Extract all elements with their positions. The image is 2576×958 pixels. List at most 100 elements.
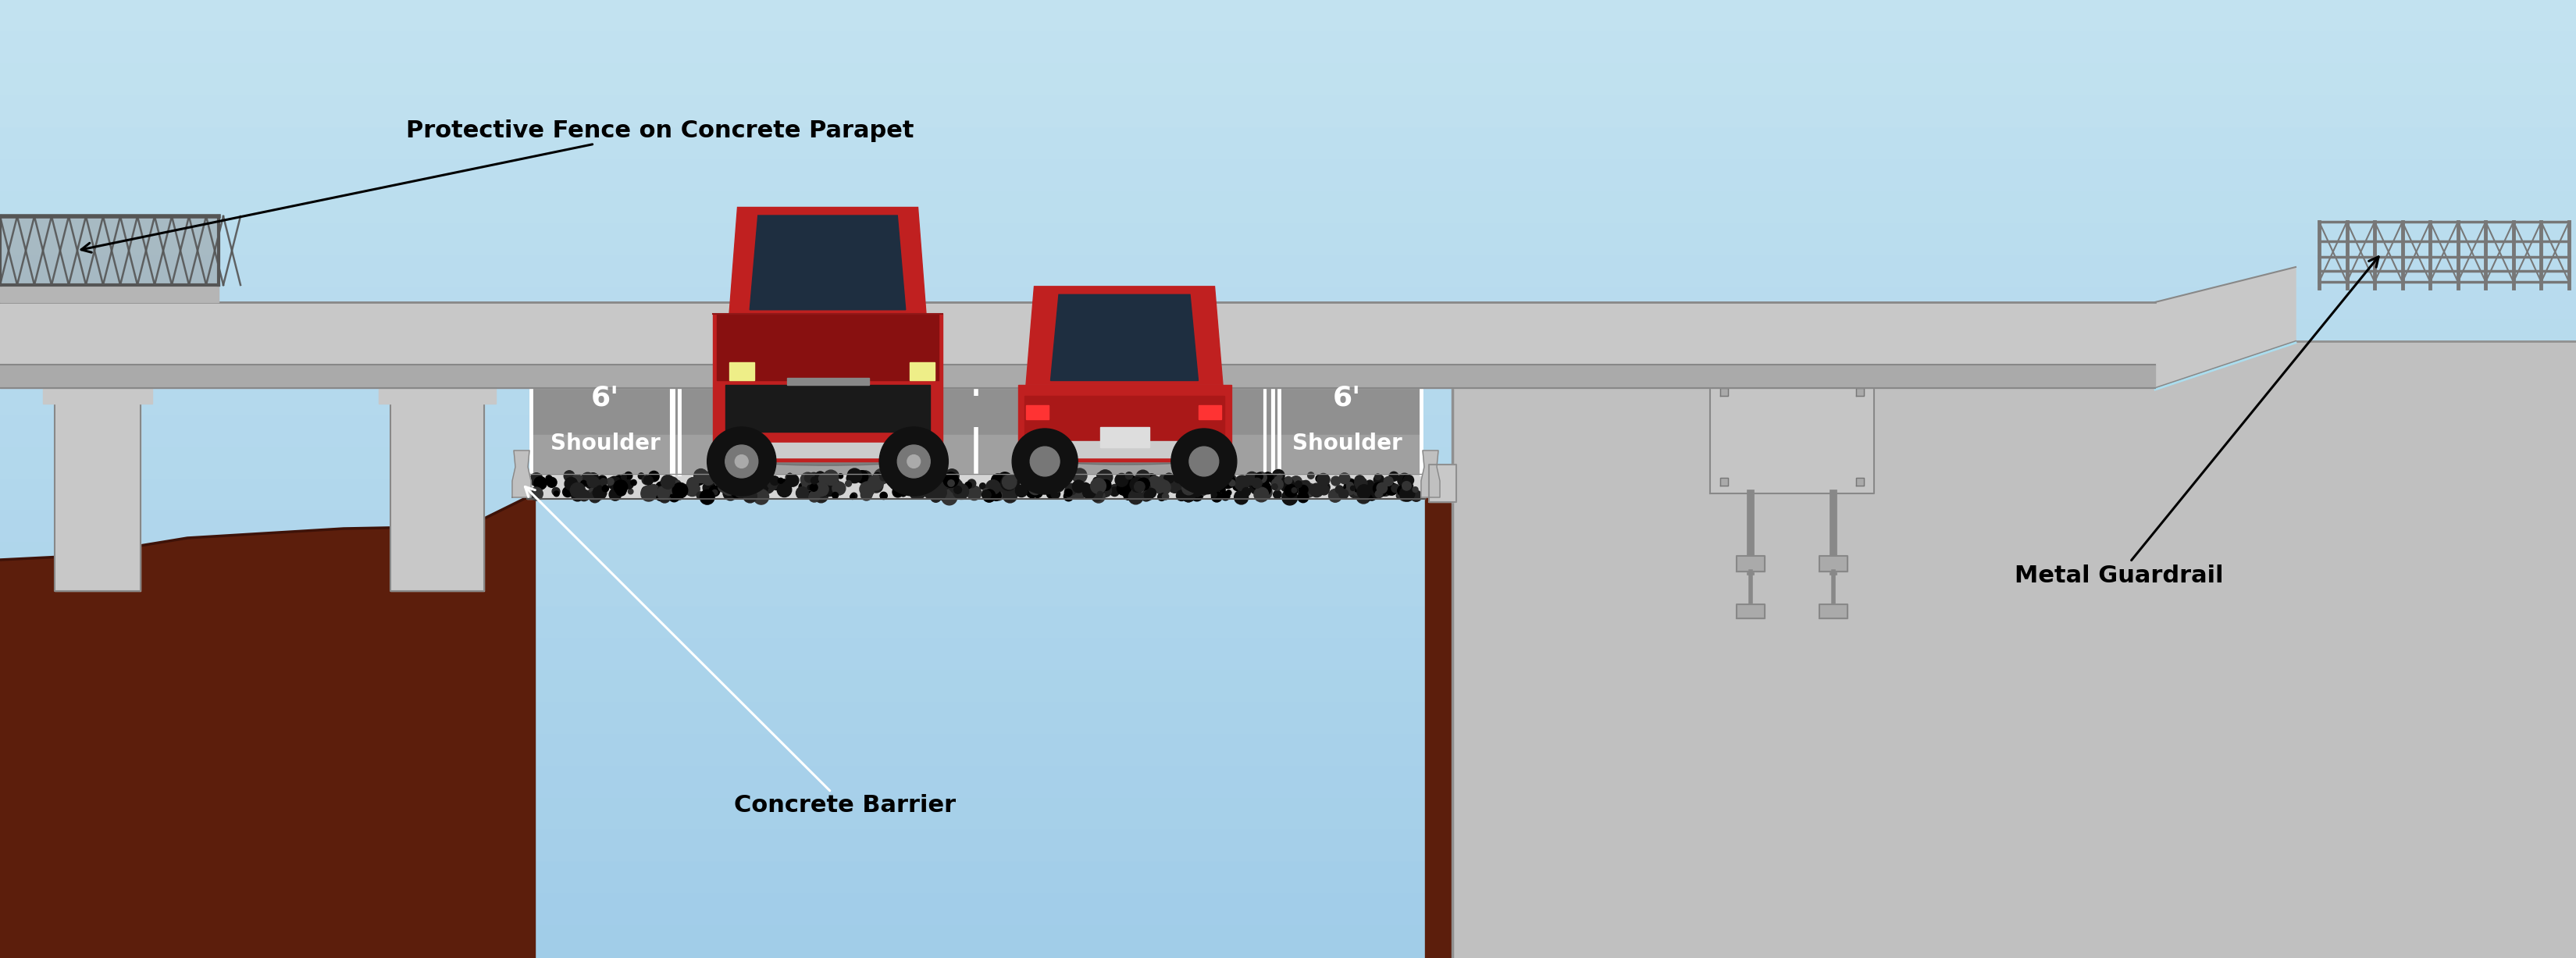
Circle shape (1157, 480, 1170, 495)
Circle shape (1033, 471, 1046, 484)
Bar (0, 862, 2576, 894)
Circle shape (896, 445, 930, 478)
Circle shape (1221, 491, 1229, 500)
Circle shape (1002, 474, 1007, 479)
Circle shape (1285, 485, 1298, 497)
Bar (0, 735, 2576, 766)
Circle shape (848, 468, 863, 483)
Circle shape (623, 472, 631, 480)
Circle shape (1002, 484, 1015, 498)
Circle shape (938, 475, 951, 489)
Circle shape (1028, 487, 1038, 498)
Circle shape (835, 487, 842, 494)
Circle shape (940, 490, 951, 498)
Circle shape (1404, 475, 1409, 482)
Circle shape (1273, 478, 1283, 490)
Circle shape (1319, 485, 1329, 495)
Bar (531, 388, 1422, 474)
Circle shape (1399, 473, 1412, 487)
Circle shape (778, 478, 783, 484)
Circle shape (1350, 486, 1355, 490)
Bar (0, 926, 2576, 958)
Circle shape (1273, 490, 1280, 498)
Bar (0, 223, 2576, 256)
Circle shape (1144, 482, 1157, 494)
Circle shape (1291, 476, 1301, 488)
Circle shape (863, 490, 873, 498)
Circle shape (1200, 490, 1206, 495)
Circle shape (832, 492, 837, 498)
Circle shape (1345, 479, 1355, 490)
Circle shape (938, 492, 945, 500)
Circle shape (1345, 486, 1355, 494)
Circle shape (1378, 491, 1383, 496)
Circle shape (1285, 476, 1293, 484)
Circle shape (665, 480, 677, 493)
Bar (729, 362, 755, 380)
Circle shape (1396, 486, 1406, 496)
Circle shape (577, 480, 585, 489)
Circle shape (1051, 479, 1064, 492)
Circle shape (868, 479, 884, 492)
Circle shape (608, 476, 621, 490)
Polygon shape (729, 207, 927, 314)
Circle shape (935, 480, 948, 491)
Circle shape (855, 470, 868, 483)
Circle shape (860, 482, 876, 496)
Circle shape (1296, 486, 1306, 494)
Circle shape (773, 484, 778, 490)
Circle shape (1002, 489, 1018, 503)
Circle shape (1069, 490, 1077, 497)
Circle shape (909, 488, 922, 499)
Circle shape (580, 481, 587, 487)
Circle shape (739, 488, 752, 499)
Circle shape (1175, 473, 1185, 483)
Circle shape (1296, 481, 1311, 495)
Circle shape (734, 486, 747, 497)
Circle shape (835, 486, 842, 492)
Circle shape (631, 480, 636, 486)
Circle shape (562, 487, 572, 497)
Circle shape (1043, 482, 1048, 488)
Circle shape (1208, 476, 1216, 484)
Circle shape (1273, 469, 1285, 482)
Bar (1018, 385, 1231, 462)
Circle shape (680, 488, 685, 493)
Circle shape (1110, 485, 1121, 494)
Circle shape (1368, 487, 1381, 497)
Circle shape (806, 486, 817, 496)
Circle shape (1172, 428, 1236, 494)
Circle shape (814, 482, 829, 496)
Bar (0, 639, 2576, 671)
Circle shape (1309, 472, 1314, 479)
Circle shape (814, 471, 824, 482)
Circle shape (1023, 477, 1028, 482)
Circle shape (1378, 482, 1394, 496)
Circle shape (533, 477, 538, 482)
Circle shape (809, 491, 819, 502)
Circle shape (726, 445, 757, 478)
Bar (0, 543, 2576, 575)
Circle shape (1399, 490, 1412, 501)
Circle shape (577, 493, 585, 500)
Circle shape (1319, 475, 1329, 485)
Circle shape (757, 493, 765, 499)
Circle shape (1211, 472, 1224, 485)
Circle shape (744, 477, 752, 484)
Circle shape (1221, 473, 1234, 489)
Circle shape (1092, 490, 1103, 501)
Circle shape (1015, 485, 1028, 497)
Circle shape (572, 489, 585, 501)
Text: Travel Lane: Travel Lane (757, 433, 899, 454)
Text: 6': 6' (590, 385, 618, 412)
Bar (1025, 396, 1224, 454)
Circle shape (1020, 470, 1033, 483)
Circle shape (1355, 475, 1365, 486)
Circle shape (1280, 478, 1293, 492)
Circle shape (917, 475, 922, 481)
Circle shape (997, 476, 1002, 481)
Circle shape (659, 488, 670, 499)
Circle shape (992, 474, 1005, 487)
Circle shape (873, 468, 889, 484)
Circle shape (881, 492, 886, 499)
